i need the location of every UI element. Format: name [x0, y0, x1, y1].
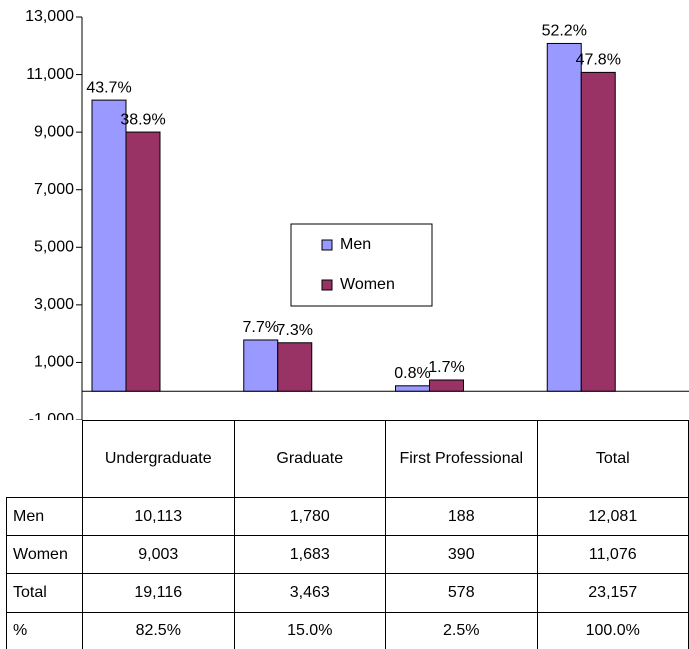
- y-tick-label: -1,000: [29, 411, 74, 420]
- table-cell: %: [6, 612, 83, 649]
- bar: [395, 385, 430, 392]
- table-cell: 9,003: [82, 535, 235, 574]
- bar: [125, 131, 161, 392]
- share-label: 52.2%: [542, 23, 587, 40]
- legend-box: [290, 223, 433, 307]
- header-cell: Undergraduate: [82, 420, 235, 498]
- bar: [546, 42, 582, 392]
- table-cell: Total: [6, 573, 83, 613]
- share-label: 0.8%: [394, 365, 430, 382]
- table-cell: 188: [385, 497, 538, 536]
- table-cell: 3,463: [233, 573, 386, 613]
- share-label: 7.3%: [277, 322, 313, 339]
- table-row: % 82.5% 15.0% 2.5% 100.0%: [6, 612, 689, 649]
- table-cell: Women: [6, 535, 83, 574]
- table-cell: 100.0%: [536, 612, 689, 649]
- chart: -1,000 1,000 3,000 5,000 7,000 9,000 11,000 13,…: [25, 8, 689, 420]
- y-tick-label: 3,000: [34, 296, 74, 313]
- table-row: Women 9,003 1,683 390 11,076: [6, 535, 689, 574]
- table-row: Total 19,116 3,463 578 23,157: [6, 573, 689, 613]
- header-cell: First Professional: [385, 420, 538, 498]
- header-text: Graduate: [276, 450, 344, 467]
- legend-swatch: [321, 279, 333, 291]
- data-table: Undergraduate Graduate First Professiona…: [6, 420, 689, 649]
- y-tick-label: 11,000: [26, 66, 74, 83]
- table-cell: 19,116: [82, 573, 235, 613]
- share-label: 47.8%: [576, 52, 621, 69]
- bar: [277, 342, 313, 392]
- blank-cell: [7, 421, 83, 498]
- y-tick-label: 5,000: [34, 239, 74, 256]
- share-label: 43.7%: [86, 79, 131, 96]
- table-cell: 10,113: [82, 497, 235, 536]
- legend-label: Men: [340, 236, 371, 253]
- y-tick-label: 13,000: [25, 8, 74, 25]
- table-cell: 1,780: [233, 497, 386, 536]
- header-text: Total: [595, 450, 630, 467]
- header-text: First Professional: [399, 450, 524, 467]
- header-text: Undergraduate: [104, 450, 212, 467]
- table-cell: 15.0%: [233, 612, 386, 649]
- table-cell: 82.5%: [82, 612, 235, 649]
- y-tick-label: 9,000: [34, 123, 74, 140]
- header-cell: Graduate: [233, 420, 386, 498]
- table-cell: 390: [385, 535, 538, 574]
- table-cell: Men: [6, 497, 83, 536]
- y-tick-label: 7,000: [34, 181, 74, 198]
- legend-swatch: [321, 239, 333, 251]
- table-header: Undergraduate Graduate First Professiona…: [7, 420, 689, 498]
- header-cell: Total: [536, 420, 689, 498]
- table-cell: 578: [385, 573, 538, 613]
- bar: [429, 379, 464, 392]
- table-cell: 12,081: [536, 497, 689, 536]
- legend-label: Women: [340, 276, 395, 293]
- table-cell: 2.5%: [385, 612, 538, 649]
- share-label: 1.7%: [428, 359, 464, 376]
- share-label: 38.9%: [120, 111, 165, 128]
- bar: [243, 339, 279, 392]
- table-cell: 11,076: [536, 535, 689, 574]
- share-label: 7.7%: [243, 319, 279, 336]
- bar: [580, 71, 616, 392]
- table-cell: 23,157: [536, 573, 689, 613]
- table-row: Men 10,113 1,780 188 12,081: [6, 497, 689, 536]
- table-cell: 1,683: [233, 535, 386, 574]
- bar: [91, 99, 127, 392]
- y-tick-label: 1,000: [34, 354, 74, 371]
